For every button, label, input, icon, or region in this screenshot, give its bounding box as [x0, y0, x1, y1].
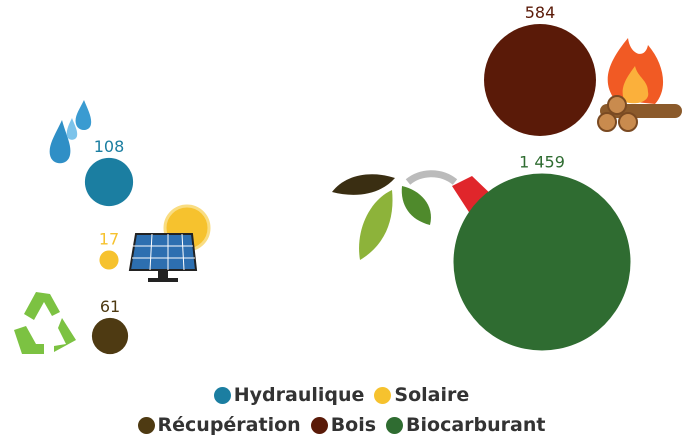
bubble [99, 250, 119, 270]
bubble [453, 173, 631, 351]
legend-item: Récupération [137, 414, 301, 436]
leaves-icon [332, 174, 431, 260]
bubble [91, 317, 129, 355]
solar-icon [128, 204, 211, 282]
legend-swatch [213, 386, 231, 404]
legend-swatch [386, 416, 404, 434]
legend-label: Hydraulique [233, 384, 365, 406]
legend-swatch [310, 416, 328, 434]
value-label: 1 459 [519, 152, 565, 171]
legend-row: Hydraulique Solaire [213, 384, 469, 406]
value-label: 584 [525, 3, 556, 22]
legend-label: Biocarburant [406, 414, 546, 436]
fire-icon [597, 38, 682, 132]
bubble [84, 157, 134, 207]
legend-row: Récupération Bois Biocarburant [137, 414, 545, 436]
legend-item: Bois [310, 414, 377, 436]
legend-item: Solaire [374, 384, 469, 406]
value-label: 17 [99, 229, 119, 248]
legend-item: Hydraulique [213, 384, 365, 406]
legend-swatch [374, 386, 392, 404]
legend-item: Biocarburant [386, 414, 545, 436]
recycle-icon [14, 292, 76, 354]
value-label: 61 [100, 297, 120, 316]
legend-label: Bois [330, 414, 377, 436]
legend-label: Solaire [394, 384, 470, 406]
bubble [484, 24, 596, 136]
legend-swatch [137, 416, 155, 434]
chart: 108 17 61 584 1 459 [14, 3, 682, 355]
legend: Hydraulique Solaire Récupération Bois Bioca… [0, 384, 683, 436]
legend-label: Récupération [157, 414, 301, 436]
water-icon [49, 100, 92, 164]
value-label: 108 [94, 137, 125, 156]
